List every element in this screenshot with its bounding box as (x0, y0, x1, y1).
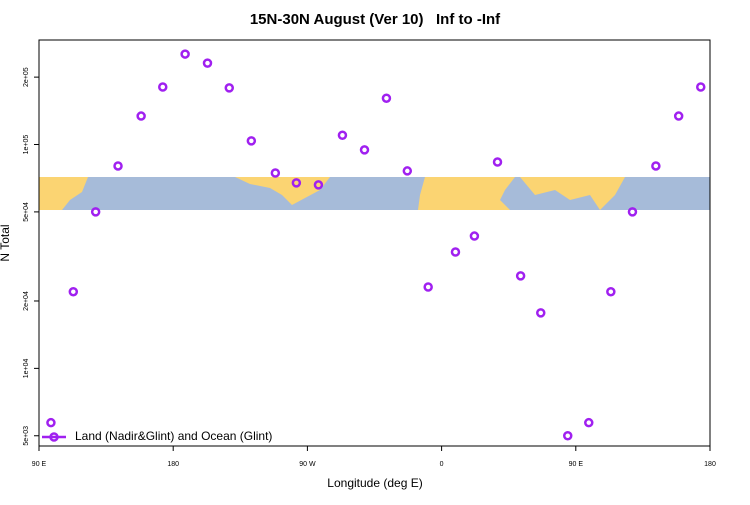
point (492, 157, 503, 167)
y-tick-label: 1e+05 (23, 135, 30, 155)
point (90, 207, 101, 217)
point (423, 282, 433, 292)
point (113, 161, 123, 171)
point (450, 247, 461, 257)
point (46, 417, 56, 428)
point (696, 82, 706, 92)
point (291, 178, 302, 188)
y-axis-label: N Total (0, 224, 12, 261)
x-tick-label: 0 (440, 461, 444, 468)
point (246, 136, 257, 146)
x-axis-label: Longitude (deg E) (327, 476, 422, 490)
legend-marker (49, 432, 59, 442)
legend-label: Land (Nadir&Glint) and Ocean (Glint) (75, 429, 272, 443)
map-band (39, 177, 710, 210)
point (337, 130, 348, 140)
point (584, 417, 594, 428)
x-tick-label: 180 (167, 461, 179, 468)
x-tick-label: 90 W (299, 461, 316, 468)
point (673, 111, 684, 121)
point (180, 49, 190, 59)
point (381, 93, 392, 103)
point (402, 166, 413, 176)
point (536, 308, 546, 318)
x-tick-label: 90 E (569, 461, 584, 468)
y-tick-label: 2e+04 (23, 291, 30, 311)
plot-frame (38, 39, 711, 447)
x-tick-label: 90 E (32, 461, 47, 468)
point (270, 168, 281, 178)
point (606, 286, 616, 297)
point (202, 58, 213, 68)
point (627, 207, 638, 217)
point (515, 271, 526, 281)
y-tick-label: 1e+04 (23, 358, 30, 378)
y-tick-label: 5e+03 (23, 426, 30, 446)
y-tick-label: 5e+04 (23, 202, 30, 222)
x-tick-label: 180 (704, 461, 716, 468)
chart-title: 15N-30N August (Ver 10) Inf to -Inf (250, 11, 501, 28)
point (359, 145, 370, 155)
point (224, 83, 235, 93)
point (136, 111, 146, 121)
point (158, 82, 168, 92)
point (562, 431, 573, 441)
point (68, 286, 79, 297)
point (469, 231, 480, 241)
point (651, 161, 661, 171)
y-tick-label: 2e+05 (23, 67, 30, 87)
point (313, 180, 324, 190)
